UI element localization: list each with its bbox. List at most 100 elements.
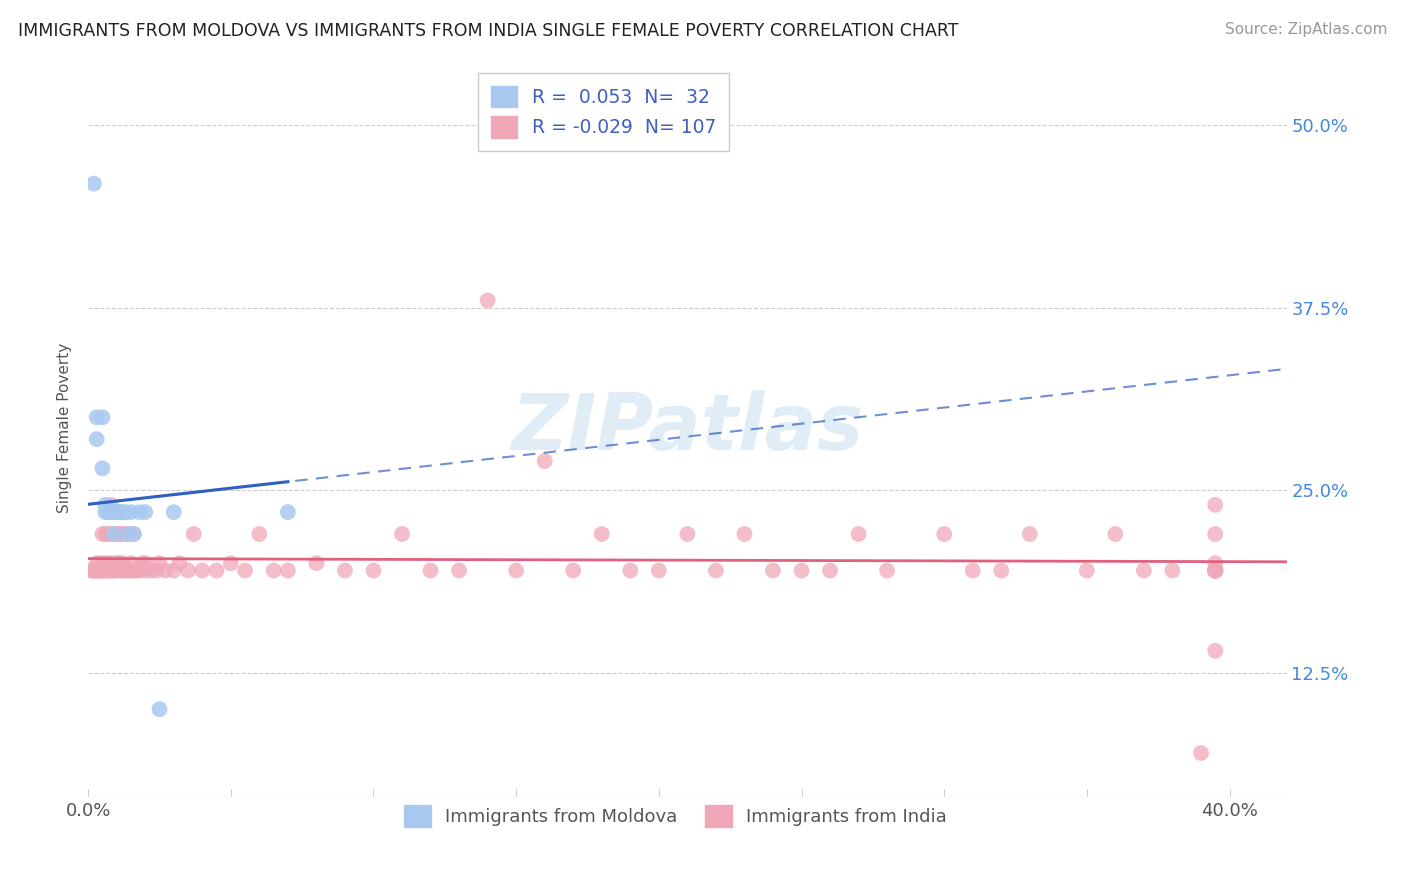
Point [91, 564, 114, 578]
Point [505, 564, 527, 578]
Point [134, 564, 156, 578]
Point [449, 564, 471, 578]
Point [89, 556, 111, 570]
Point [97, 527, 120, 541]
Point [1204, 564, 1226, 578]
Point [1204, 564, 1226, 578]
Point [103, 564, 125, 578]
Point [247, 527, 270, 541]
Point [108, 527, 131, 541]
Point [108, 556, 131, 570]
Point [562, 564, 585, 578]
Point [122, 564, 145, 578]
Point [818, 564, 841, 578]
Point [91, 564, 114, 578]
Point [990, 564, 1012, 578]
Point [128, 505, 150, 519]
Y-axis label: Single Female Poverty: Single Female Poverty [58, 343, 72, 513]
Point [120, 556, 142, 570]
Point [97, 505, 120, 519]
Point [89, 564, 111, 578]
Point [80, 564, 103, 578]
Point [134, 505, 156, 519]
Point [111, 564, 134, 578]
Point [125, 564, 148, 578]
Point [86, 556, 108, 570]
Point [103, 527, 125, 541]
Point [94, 556, 117, 570]
Point [177, 564, 200, 578]
Point [163, 505, 186, 519]
Point [1204, 564, 1226, 578]
Point [91, 527, 114, 541]
Point [105, 527, 128, 541]
Point [128, 564, 150, 578]
Point [333, 564, 356, 578]
Point [191, 564, 214, 578]
Point [1204, 564, 1226, 578]
Text: IMMIGRANTS FROM MOLDOVA VS IMMIGRANTS FROM INDIA SINGLE FEMALE POVERTY CORRELATI: IMMIGRANTS FROM MOLDOVA VS IMMIGRANTS FR… [18, 22, 959, 40]
Point [1204, 498, 1226, 512]
Point [145, 564, 167, 578]
Point [120, 505, 142, 519]
Point [363, 564, 385, 578]
Legend: Immigrants from Moldova, Immigrants from India: Immigrants from Moldova, Immigrants from… [395, 796, 956, 836]
Point [111, 556, 134, 570]
Point [876, 564, 898, 578]
Point [704, 564, 727, 578]
Point [111, 505, 134, 519]
Point [89, 564, 111, 578]
Point [94, 498, 117, 512]
Point [148, 702, 170, 716]
Point [117, 527, 139, 541]
Point [103, 564, 125, 578]
Point [105, 505, 128, 519]
Point [676, 527, 699, 541]
Point [108, 505, 131, 519]
Point [100, 498, 122, 512]
Point [114, 505, 136, 519]
Point [790, 564, 813, 578]
Point [477, 293, 499, 308]
Point [305, 556, 328, 570]
Point [134, 556, 156, 570]
Point [139, 564, 162, 578]
Point [100, 556, 122, 570]
Point [97, 556, 120, 570]
Point [100, 505, 122, 519]
Point [1189, 746, 1212, 760]
Point [233, 564, 256, 578]
Point [83, 564, 105, 578]
Point [1018, 527, 1040, 541]
Point [648, 564, 671, 578]
Point [1204, 564, 1226, 578]
Point [277, 505, 299, 519]
Point [733, 527, 755, 541]
Point [105, 556, 128, 570]
Point [111, 527, 134, 541]
Point [122, 527, 145, 541]
Point [103, 505, 125, 519]
Point [114, 527, 136, 541]
Point [108, 505, 131, 519]
Point [97, 564, 120, 578]
Point [619, 564, 641, 578]
Point [105, 505, 128, 519]
Point [1133, 564, 1156, 578]
Point [114, 564, 136, 578]
Point [934, 527, 956, 541]
Point [83, 177, 105, 191]
Point [183, 527, 205, 541]
Point [86, 432, 108, 446]
Point [94, 505, 117, 519]
Point [94, 564, 117, 578]
Point [1204, 556, 1226, 570]
Point [1204, 644, 1226, 658]
Point [1204, 564, 1226, 578]
Point [100, 527, 122, 541]
Point [103, 505, 125, 519]
Point [120, 564, 142, 578]
Point [762, 564, 785, 578]
Point [122, 527, 145, 541]
Point [94, 564, 117, 578]
